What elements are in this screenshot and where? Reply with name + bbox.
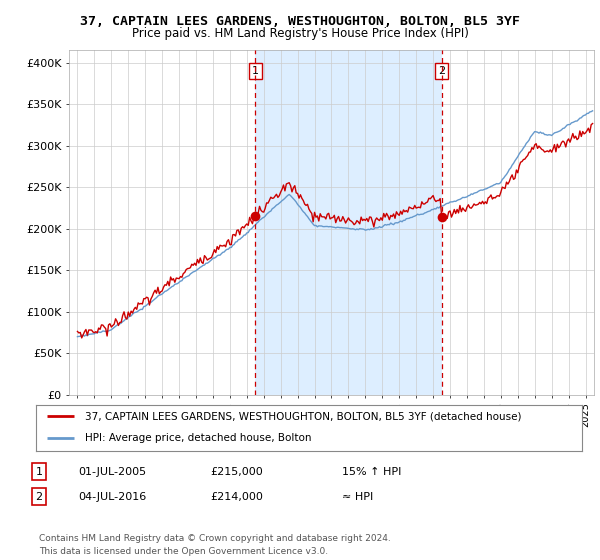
Bar xyxy=(255,50,442,395)
Text: 01-JUL-2005: 01-JUL-2005 xyxy=(78,466,146,477)
Text: Price paid vs. HM Land Registry's House Price Index (HPI): Price paid vs. HM Land Registry's House … xyxy=(131,27,469,40)
Text: 15% ↑ HPI: 15% ↑ HPI xyxy=(342,466,401,477)
Text: £214,000: £214,000 xyxy=(210,492,263,502)
Text: 1: 1 xyxy=(252,66,259,76)
Text: 37, CAPTAIN LEES GARDENS, WESTHOUGHTON, BOLTON, BL5 3YF: 37, CAPTAIN LEES GARDENS, WESTHOUGHTON, … xyxy=(80,15,520,28)
Text: £215,000: £215,000 xyxy=(210,466,263,477)
Text: 04-JUL-2016: 04-JUL-2016 xyxy=(78,492,146,502)
Text: Contains HM Land Registry data © Crown copyright and database right 2024.
This d: Contains HM Land Registry data © Crown c… xyxy=(39,534,391,556)
Text: 1: 1 xyxy=(35,466,43,477)
Text: 2: 2 xyxy=(438,66,445,76)
Text: ≈ HPI: ≈ HPI xyxy=(342,492,373,502)
Text: 2: 2 xyxy=(35,492,43,502)
Text: 37, CAPTAIN LEES GARDENS, WESTHOUGHTON, BOLTON, BL5 3YF (detached house): 37, CAPTAIN LEES GARDENS, WESTHOUGHTON, … xyxy=(85,412,521,421)
Text: HPI: Average price, detached house, Bolton: HPI: Average price, detached house, Bolt… xyxy=(85,433,311,443)
